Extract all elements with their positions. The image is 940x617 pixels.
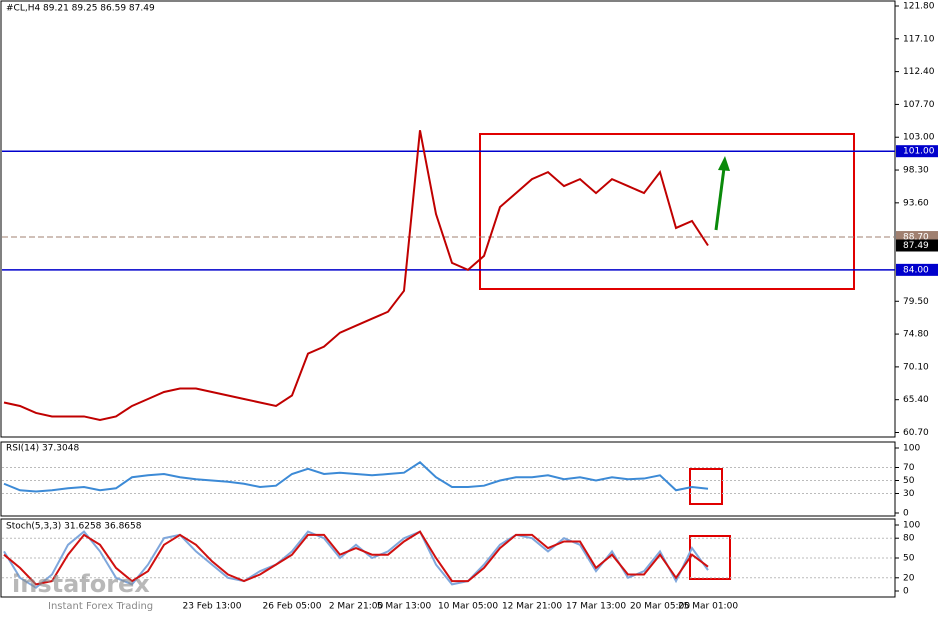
x-tick-label: 12 Mar 21:00 xyxy=(502,602,562,612)
y-tick-label: 107.70 xyxy=(903,100,935,110)
watermark-tagline: Instant Forex Trading xyxy=(48,601,153,612)
range-box xyxy=(479,133,855,290)
y-tick-label: 100 xyxy=(903,444,920,454)
level-tag xyxy=(896,263,938,276)
x-tick-label: 26 Feb 05:00 xyxy=(262,602,321,612)
y-tick-label: 0 xyxy=(903,509,909,519)
price-panel xyxy=(0,0,896,438)
y-tick-label: 80 xyxy=(903,534,915,544)
y-tick-label: 30 xyxy=(903,489,915,499)
series-line xyxy=(3,130,709,421)
y-tick-label: 117.10 xyxy=(903,34,935,44)
rsi-panel xyxy=(0,441,896,517)
arrow-shaft xyxy=(714,167,726,231)
level-label: 87.49 xyxy=(903,241,929,251)
level-tag xyxy=(896,145,938,158)
y-tick-label: 50 xyxy=(903,476,915,486)
x-tick-label: 17 Mar 13:00 xyxy=(566,602,626,612)
price-title: #CL,H4 89.21 89.25 86.59 87.49 xyxy=(6,4,155,14)
y-tick-label: 79.50 xyxy=(903,297,929,307)
y-tick-label: 70 xyxy=(903,463,915,473)
stoch-title: Stoch(5,3,3) 31.6258 36.8658 xyxy=(6,522,142,532)
y-tick-label: 65.40 xyxy=(903,395,929,405)
y-tick-label: 103.00 xyxy=(903,133,935,143)
y-tick-label: 93.60 xyxy=(903,198,929,208)
y-tick-label: 98.30 xyxy=(903,166,929,176)
level-label: 84.00 xyxy=(903,265,929,275)
x-tick-label: 5 Mar 13:00 xyxy=(377,602,432,612)
rsi-title: RSI(14) 37.3048 xyxy=(6,444,79,454)
y-tick-label: 50 xyxy=(903,554,915,564)
x-tick-label: 25 Mar 01:00 xyxy=(678,602,738,612)
level-label: 88.70 xyxy=(903,233,929,243)
y-tick-label: 100 xyxy=(903,521,920,531)
y-tick-label: 74.80 xyxy=(903,330,929,340)
level-tag xyxy=(896,239,938,252)
series-line xyxy=(3,461,709,493)
level-label: 101.00 xyxy=(903,147,935,157)
arrow-head xyxy=(718,156,730,171)
x-tick-label: 23 Feb 13:00 xyxy=(182,602,241,612)
series-line xyxy=(3,530,709,586)
y-tick-label: 70.10 xyxy=(903,362,929,372)
y-tick-label: 60.70 xyxy=(903,428,929,438)
watermark-brand: instaforex xyxy=(12,570,150,598)
y-tick-label: 20 xyxy=(903,573,915,583)
y-tick-label: 121.80 xyxy=(903,2,935,12)
y-tick-label: 0 xyxy=(903,587,909,597)
series-line xyxy=(3,530,709,589)
x-tick-label: 10 Mar 05:00 xyxy=(438,602,498,612)
x-tick-label: 2 Mar 21:00 xyxy=(329,602,384,612)
x-tick-label: 20 Mar 05:00 xyxy=(630,602,690,612)
y-tick-label: 112.40 xyxy=(903,67,935,77)
